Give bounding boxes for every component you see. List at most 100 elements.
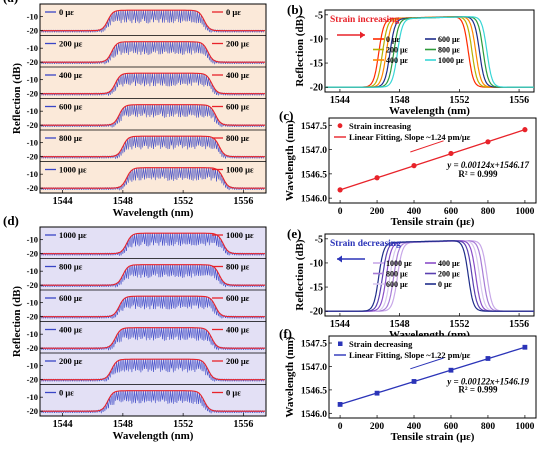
y-tick-label: -10 xyxy=(27,329,38,339)
data-point xyxy=(522,344,528,350)
legend-label-measured: 800 με xyxy=(59,133,83,143)
y-tick-label: -20 xyxy=(27,406,38,416)
y-tick-label: -20 xyxy=(27,152,38,162)
legend-label: 0 με xyxy=(438,280,453,289)
y-tick-label: -20 xyxy=(27,280,38,290)
legend-label-fit: 600 με xyxy=(226,102,250,112)
x-tick-label: 1544 xyxy=(53,419,73,430)
x-tick-label: 600 xyxy=(444,422,459,432)
data-point xyxy=(337,402,343,407)
fit-equation: y = 0.00122x+1546.19 xyxy=(446,376,529,386)
r-squared: R² = 0.999 xyxy=(458,169,498,179)
panel-letter: (f) xyxy=(279,326,292,341)
legend-label-fit: 200 με xyxy=(226,39,250,49)
x-tick-label: 1544 xyxy=(53,196,73,207)
legend-marker xyxy=(338,341,343,346)
legend-label-measured: 800 με xyxy=(59,262,83,272)
plot-frame xyxy=(328,335,537,419)
legend-label-fit: 800 με xyxy=(226,133,250,143)
legend-label-measured: 0 με xyxy=(59,388,74,398)
x-axis-label: Tensile strain (με) xyxy=(391,216,475,228)
y-tick-label: -20 xyxy=(27,343,38,353)
fit-envelope-5 xyxy=(41,390,265,412)
y-tick-label: -20 xyxy=(27,249,38,259)
legend-label: 400 με xyxy=(386,56,409,65)
x-tick-label: 800 xyxy=(481,422,496,432)
x-tick-label: 1556 xyxy=(233,419,253,430)
shift-arrow-head xyxy=(360,31,365,39)
y-tick-label: -10 xyxy=(27,43,38,53)
panel-a-stacked-spectra-increasing: -10 -20 0 με 0 με -10 -20 200 με 200 με -10 -20 40… xyxy=(3,0,267,219)
fit-equation: y = 0.00124x+1546.17 xyxy=(446,160,529,170)
shift-arrow-head xyxy=(337,255,342,263)
legend-label-fit: Linear Fitting, Slope ~1.24 pm/με xyxy=(349,132,471,142)
data-point xyxy=(374,390,380,396)
fit-envelope-4 xyxy=(41,358,265,381)
x-tick-label: 200 xyxy=(370,207,385,217)
y-tick-label: -5 xyxy=(315,10,323,21)
linear-fit-line xyxy=(339,129,526,191)
y-tick-label: -20 xyxy=(27,120,38,130)
panel-letter: (b) xyxy=(287,2,303,17)
fit-envelope-5 xyxy=(41,167,265,189)
y-tick-label: -10 xyxy=(310,34,323,45)
y-tick-label: 1546.5 xyxy=(301,386,327,396)
x-tick-label: 1000 xyxy=(515,207,534,217)
x-tick-label: 1544 xyxy=(330,319,350,330)
y-tick-label: -10 xyxy=(27,169,38,179)
x-tick-label: 600 xyxy=(444,207,459,217)
legend-label-fit: 800 με xyxy=(226,262,250,272)
legend-label-measured: 200 με xyxy=(59,356,83,366)
y-tick-label: -10 xyxy=(27,235,38,245)
y-tick-label: -10 xyxy=(27,266,38,276)
fit-envelope-0 xyxy=(41,232,265,255)
y-tick-label: -10 xyxy=(27,75,38,85)
legend-label: 200 με xyxy=(386,46,409,55)
x-tick-label: 400 xyxy=(407,207,422,217)
y-tick-label: 1546.0 xyxy=(301,410,327,420)
fit-envelope-0 xyxy=(41,9,265,32)
data-point xyxy=(448,367,454,373)
legend-label-measured: 200 με xyxy=(59,39,83,49)
y-tick-label: -20 xyxy=(27,26,38,36)
y-axis-label: Wavelength (nm) xyxy=(284,120,296,201)
x-tick-label: 1556 xyxy=(233,196,253,207)
fit-envelope-3 xyxy=(41,104,265,126)
x-axis-label: Wavelength (nm) xyxy=(113,430,194,442)
y-tick-label: -10 xyxy=(27,106,38,116)
trend-arrow-shaft xyxy=(410,140,444,153)
panel-frame xyxy=(39,226,267,417)
legend-label: 0 με xyxy=(386,35,401,44)
x-tick-label: 0 xyxy=(338,207,343,217)
data-point xyxy=(485,139,491,145)
x-tick-label: 1548 xyxy=(390,319,410,330)
y-tick-label: -10 xyxy=(27,392,38,402)
data-point xyxy=(337,187,343,193)
legend-label-fit: 1000 με xyxy=(226,165,254,175)
legend-label-fit: 200 με xyxy=(226,356,250,366)
legend-label-measured: 0 με xyxy=(59,7,74,17)
panel-letter: (a) xyxy=(3,0,18,5)
x-axis-label: Tensile strain (με) xyxy=(391,431,475,443)
x-tick-label: 0 xyxy=(338,422,343,432)
panel-letter: (d) xyxy=(3,213,19,228)
fit-envelope-1 xyxy=(41,264,265,286)
y-tick-label: -15 xyxy=(310,283,323,294)
data-point xyxy=(485,356,491,361)
y-tick-label: 1547.0 xyxy=(301,146,327,156)
legend-label: 600 με xyxy=(438,35,461,44)
y-tick-label: -10 xyxy=(27,298,38,308)
y-axis-label: Reflection (dB) xyxy=(294,15,306,87)
y-tick-label: -20 xyxy=(310,83,323,94)
x-tick-label: 800 xyxy=(481,207,496,217)
legend-label-measured: 600 με xyxy=(59,102,83,112)
trend-arrow-shaft xyxy=(410,357,444,370)
y-tick-label: 1546.0 xyxy=(301,195,327,205)
panel-c-increasing-linear-fit: 0 200 400 600 800 1000 1546.0 1546.5 1547.0 1547.… xyxy=(279,108,537,228)
fit-envelope-2 xyxy=(41,295,265,318)
legend-label: 1000 με xyxy=(438,56,465,65)
y-tick-label: -10 xyxy=(27,138,38,148)
legend-label-fit: 0 με xyxy=(226,388,241,398)
fit-envelope-4 xyxy=(41,135,265,158)
legend-label-measured: 400 με xyxy=(59,70,83,80)
